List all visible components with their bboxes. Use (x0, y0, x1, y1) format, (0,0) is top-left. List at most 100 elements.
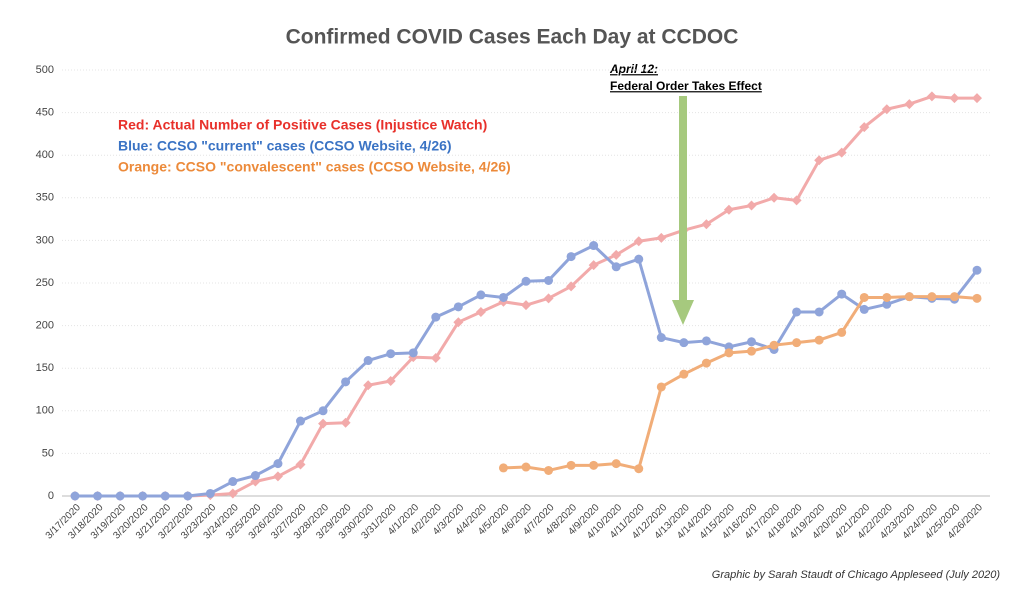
annotation-arrow-head (672, 300, 694, 325)
data-point (318, 418, 329, 429)
data-point (927, 292, 937, 302)
data-point (566, 252, 576, 262)
data-point (837, 289, 847, 299)
legend-entry: Red: Actual Number of Positive Cases (In… (118, 117, 487, 133)
annotation-arrow-shaft (679, 96, 687, 301)
data-point (904, 292, 914, 302)
y-tick-label: 50 (42, 447, 54, 459)
data-point (498, 292, 508, 302)
data-point (566, 460, 576, 470)
data-point (589, 241, 599, 251)
data-point (363, 380, 374, 391)
data-point (972, 293, 982, 303)
data-point (904, 99, 915, 110)
data-point (431, 312, 441, 322)
data-point (160, 491, 170, 501)
data-point (183, 491, 193, 501)
credit: Graphic by Sarah Staudt of Chicago Apple… (712, 569, 1001, 581)
data-point (588, 260, 599, 271)
data-point (205, 488, 215, 498)
data-point (498, 463, 508, 473)
y-tick-label: 250 (36, 277, 54, 289)
data-point (791, 195, 802, 206)
data-point (701, 336, 711, 346)
annotation-text: Federal Order Takes Effect (610, 79, 762, 93)
data-point (701, 219, 712, 230)
data-point (115, 491, 125, 501)
data-point (746, 200, 757, 211)
data-point (634, 254, 644, 264)
y-tick-label: 400 (36, 149, 54, 161)
data-point (656, 232, 667, 243)
data-point (521, 300, 531, 311)
data-point (972, 93, 982, 104)
data-point (318, 406, 328, 416)
data-point (296, 416, 305, 426)
data-point (272, 471, 283, 482)
data-point (385, 375, 396, 386)
data-point (882, 299, 892, 309)
y-tick-label: 0 (48, 490, 54, 502)
data-point (543, 293, 554, 304)
data-point (747, 337, 756, 347)
data-point (814, 155, 825, 166)
data-point (273, 459, 283, 469)
legend-entry: Orange: CCSO "convalescent" cases (CCSO … (118, 159, 511, 175)
data-point (341, 377, 351, 387)
data-point (881, 104, 892, 115)
data-point (589, 460, 599, 470)
data-point (295, 459, 306, 470)
data-point (769, 192, 780, 203)
data-point (656, 333, 666, 343)
data-point (475, 306, 486, 317)
data-point (70, 491, 80, 501)
data-point (340, 417, 351, 428)
data-point (656, 382, 666, 392)
data-point (521, 276, 531, 286)
data-point (521, 462, 531, 472)
data-point (949, 292, 959, 302)
data-point (363, 356, 373, 366)
y-tick-label: 500 (36, 64, 54, 76)
data-point (859, 122, 870, 133)
data-point (859, 304, 869, 314)
data-point (386, 349, 396, 359)
data-point (747, 346, 756, 356)
data-point (859, 292, 869, 302)
data-point (544, 465, 554, 475)
data-point (611, 262, 621, 272)
data-point (882, 292, 892, 302)
legend-entry: Blue: CCSO "current" cases (CCSO Website… (118, 138, 452, 154)
data-point (701, 358, 711, 368)
data-point (250, 471, 260, 481)
data-point (723, 204, 734, 215)
y-tick-label: 350 (36, 192, 54, 204)
data-point (476, 290, 486, 300)
data-point (769, 340, 779, 350)
data-point (566, 281, 577, 292)
data-point (93, 491, 103, 501)
data-point (611, 249, 622, 260)
data-point (544, 275, 554, 285)
series-line (503, 295, 978, 472)
data-point (926, 91, 937, 102)
data-point (138, 491, 148, 501)
data-point (792, 338, 802, 348)
data-point (679, 338, 689, 348)
y-tick-label: 100 (36, 405, 54, 417)
data-point (430, 352, 441, 363)
data-point (633, 236, 644, 247)
data-point (837, 327, 847, 337)
data-point (949, 93, 960, 104)
data-point (836, 147, 847, 158)
data-point (408, 348, 418, 358)
chart-title: Confirmed COVID Cases Each Day at CCDOC (286, 26, 739, 49)
data-point (453, 317, 464, 328)
data-point (972, 265, 982, 275)
y-tick-label: 150 (36, 362, 54, 374)
data-point (724, 348, 734, 358)
data-point (814, 335, 824, 345)
data-point (814, 307, 824, 317)
